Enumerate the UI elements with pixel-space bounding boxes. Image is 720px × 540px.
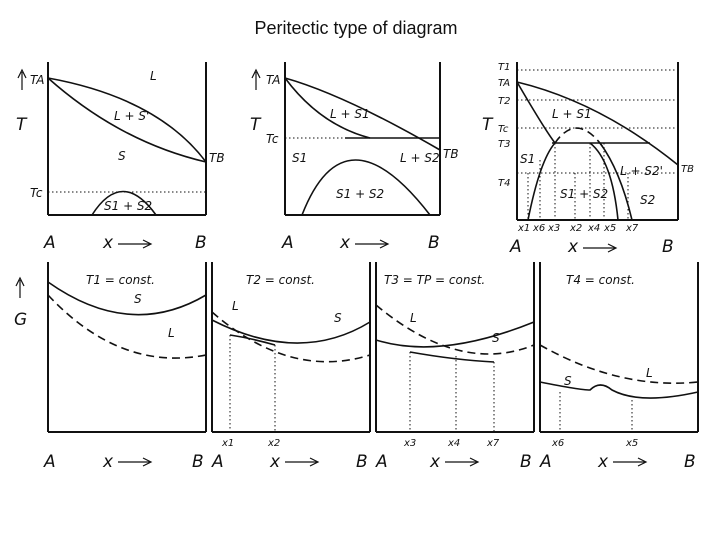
label-l: L bbox=[410, 311, 417, 325]
panel-title-t2: T2 = const. bbox=[246, 273, 315, 287]
axis-x-label: x bbox=[339, 233, 351, 253]
panel-title-t4: T4 = const. bbox=[566, 273, 635, 287]
panel-title-t1: T1 = const. bbox=[86, 273, 155, 287]
axis-t-label: T bbox=[482, 115, 494, 135]
solidus-curve bbox=[47, 77, 207, 163]
label-tc: Tc bbox=[498, 124, 509, 135]
axis-t-label: T bbox=[16, 115, 28, 135]
label-x4: x4 bbox=[447, 438, 460, 449]
free-energy-panel-1: T1 = const. S L G A x B bbox=[14, 262, 207, 472]
axis-a-label: A bbox=[281, 233, 294, 253]
label-x3: x3 bbox=[403, 438, 416, 449]
axis-b-label: B bbox=[520, 452, 532, 472]
free-energy-panel-2: T2 = const. L S x1 x2 A x B bbox=[211, 262, 371, 472]
axis-x-label: x bbox=[597, 452, 609, 472]
label-l-plus-s1: L + S1 bbox=[552, 107, 592, 121]
phase-diagram-2: TA TB Tc L + S1 S1 L + S2 S1 + S2 T A x … bbox=[250, 62, 459, 253]
phase-diagram-3: T1 TA T2 Tc T3 T4 TB L + S1 S1 L + S2' S… bbox=[482, 62, 694, 257]
label-x5: x5 bbox=[603, 223, 616, 234]
axis-x-label: x bbox=[429, 452, 441, 472]
label-x1: x1 bbox=[221, 438, 234, 449]
axis-b-label: B bbox=[428, 233, 440, 253]
label-s: S bbox=[134, 292, 142, 306]
label-l: L bbox=[150, 69, 157, 83]
label-l: L bbox=[168, 326, 175, 340]
label-t4: T4 bbox=[498, 178, 510, 189]
liquidus-curve bbox=[47, 77, 207, 163]
axis-a-label: A bbox=[539, 452, 552, 472]
axis-b-label: B bbox=[195, 233, 207, 253]
axis-x-label: x bbox=[102, 233, 114, 253]
label-s1-s2: S1 + S2 bbox=[336, 187, 384, 201]
label-tb: TB bbox=[443, 147, 459, 161]
label-t3: T3 bbox=[498, 139, 510, 150]
axis-b-label: B bbox=[192, 452, 204, 472]
axis-t-label: T bbox=[250, 115, 262, 135]
miscibility-dome bbox=[91, 190, 157, 216]
label-s1: S1 bbox=[292, 151, 307, 165]
label-ta: TA bbox=[498, 78, 510, 89]
free-energy-panel-3: T3 = TP = const. L S x3 x4 x7 A x B bbox=[375, 262, 535, 472]
label-t1: T1 bbox=[498, 62, 510, 73]
label-s1-s2: S1 + S2 bbox=[104, 199, 152, 213]
label-ta: TA bbox=[30, 73, 44, 87]
label-tc: Tc bbox=[30, 186, 43, 200]
label-s: S bbox=[492, 331, 500, 345]
axis-a-label: A bbox=[375, 452, 388, 472]
label-t2: T2 bbox=[498, 96, 510, 107]
label-l-plus-s2: L + S2 bbox=[400, 151, 440, 165]
label-x2: x2 bbox=[267, 438, 280, 449]
label-x7: x7 bbox=[625, 223, 639, 234]
label-tc: Tc bbox=[266, 132, 279, 146]
label-x5: x5 bbox=[625, 438, 638, 449]
label-tb: TB bbox=[209, 151, 225, 165]
label-l-plus-s1: L + S1 bbox=[330, 107, 370, 121]
label-l: L bbox=[232, 299, 239, 313]
free-energy-panel-4: T4 = const. L S x6 x5 A x B bbox=[539, 262, 699, 472]
axis-a-label: A bbox=[509, 237, 522, 257]
axis-a-label: A bbox=[43, 452, 56, 472]
panel-title-t3: T3 = TP = const. bbox=[384, 273, 485, 287]
label-x7: x7 bbox=[486, 438, 500, 449]
page-title: Peritectic type of diagram bbox=[254, 18, 458, 38]
axis-b-label: B bbox=[662, 237, 674, 257]
label-l-plus-s2: L + S2' bbox=[620, 164, 663, 178]
label-tb: TB bbox=[681, 164, 694, 175]
label-s: S bbox=[118, 149, 126, 163]
axis-g-label: G bbox=[14, 310, 27, 330]
label-s: S bbox=[564, 374, 572, 388]
axis-a-label: A bbox=[211, 452, 224, 472]
axis-x-label: x bbox=[102, 452, 114, 472]
label-x6: x6 bbox=[532, 223, 545, 234]
label-x6: x6 bbox=[551, 438, 564, 449]
label-s: S bbox=[334, 311, 342, 325]
axis-a-label: A bbox=[43, 233, 56, 253]
axis-x-label: x bbox=[269, 452, 281, 472]
phase-diagram-1: TA TB Tc L L + S' S S1 + S2 T A x B bbox=[16, 62, 225, 253]
label-s1-s2: S1 + S2 bbox=[560, 187, 608, 201]
label-s1: S1 bbox=[520, 152, 535, 166]
label-ta: TA bbox=[266, 73, 280, 87]
label-l: L bbox=[646, 366, 653, 380]
label-x4: x4 bbox=[587, 223, 600, 234]
axis-x-label: x bbox=[567, 237, 579, 257]
label-l-plus-s: L + S' bbox=[114, 109, 149, 123]
label-x3: x3 bbox=[547, 223, 560, 234]
label-x1: x1 bbox=[517, 223, 530, 234]
axis-b-label: B bbox=[356, 452, 368, 472]
label-s2: S2 bbox=[640, 193, 655, 207]
axis-b-label: B bbox=[684, 452, 696, 472]
label-x2: x2 bbox=[569, 223, 582, 234]
